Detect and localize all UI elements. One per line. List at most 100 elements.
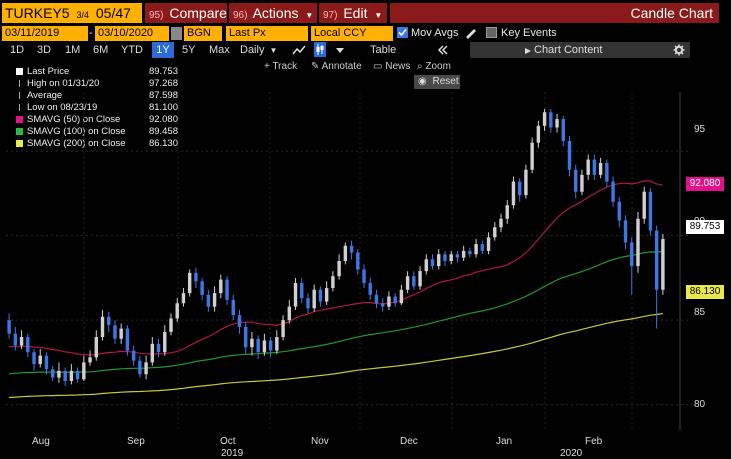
- legend-row: SMAVG (100) on Close 89.458: [14, 126, 178, 137]
- calendar-icon[interactable]: [171, 27, 182, 40]
- legend-value: 87.598: [148, 90, 178, 101]
- candle-body: [430, 259, 435, 267]
- legend-label: SMAVG (100) on Close: [27, 126, 126, 137]
- legend-row: Last Price 89.753: [14, 66, 178, 77]
- candle-body: [542, 112, 547, 126]
- dropdown-icon[interactable]: [335, 44, 345, 56]
- candle-body: [468, 250, 472, 255]
- candle-body: [150, 343, 155, 363]
- sma50-line: [9, 180, 664, 356]
- candle-body: [505, 205, 509, 219]
- candle-body: [617, 201, 622, 221]
- annotate-tool[interactable]: ✎ Annotate: [311, 60, 362, 74]
- period-5y[interactable]: 5Y: [182, 44, 196, 56]
- legend-value: 81.100: [148, 102, 178, 113]
- start-date-input[interactable]: 03/11/2019: [2, 26, 88, 41]
- track-tool[interactable]: + Track: [264, 60, 297, 74]
- compare-button[interactable]: 95) Compare: [145, 3, 227, 23]
- edit-button[interactable]: 97) Edit ▼: [319, 3, 387, 23]
- candle-body: [181, 293, 186, 304]
- check-icon: [398, 28, 407, 37]
- candle-body: [493, 227, 497, 238]
- legend-value: 89.753: [148, 66, 178, 77]
- mov-avgs-label: Mov Avgs: [411, 27, 459, 39]
- pencil-icon[interactable]: [464, 27, 478, 39]
- currency-select[interactable]: Local CCY: [311, 26, 393, 41]
- candle-body: [387, 296, 391, 307]
- candle-body: [300, 282, 304, 299]
- chevron-down-icon: ▼: [269, 46, 278, 55]
- candle-body: [231, 299, 235, 316]
- legend-swatch: [19, 104, 20, 111]
- candle-body: [256, 338, 260, 353]
- price-field-select[interactable]: Last Px: [226, 26, 308, 41]
- period-max[interactable]: Max: [209, 44, 230, 56]
- ticker-maturity: 05/47: [95, 5, 131, 21]
- candle-body: [26, 337, 30, 353]
- reset-button[interactable]: ◉ Reset: [414, 75, 460, 89]
- candle-body: [586, 159, 590, 175]
- compare-number: 95): [149, 10, 164, 21]
- candle-body: [13, 333, 18, 346]
- candle-body: [63, 370, 67, 381]
- line-chart-icon[interactable]: [292, 44, 306, 56]
- candle-body: [399, 289, 404, 304]
- x-tick-label: Jan: [496, 436, 513, 447]
- end-date-input[interactable]: 03/10/2020: [95, 26, 169, 41]
- key-events-label: Key Events: [501, 27, 557, 39]
- candle-body: [281, 320, 285, 338]
- candle-chart-icon[interactable]: [314, 42, 326, 57]
- candle-body: [636, 218, 640, 267]
- sma200-price-tag: 86.130: [686, 285, 724, 299]
- candle-body: [187, 272, 192, 294]
- candle-body: [324, 288, 329, 302]
- candle-body: [374, 294, 379, 304]
- candle-body: [38, 355, 42, 365]
- candle-body: [200, 281, 204, 295]
- period-ytd[interactable]: YTD: [121, 44, 143, 56]
- candle-body: [343, 245, 348, 261]
- candle-body: [555, 119, 559, 128]
- period-1m[interactable]: 1M: [65, 44, 81, 56]
- candle-body: [237, 315, 242, 327]
- period-1y[interactable]: 1Y: [152, 42, 174, 58]
- ticker-field[interactable]: TURKEY5 3/4 05/47: [2, 3, 142, 23]
- candle-body: [580, 174, 584, 192]
- candle-body: [517, 181, 522, 196]
- period-3d[interactable]: 3D: [37, 44, 52, 56]
- candle-body: [163, 331, 167, 353]
- gear-icon[interactable]: [673, 44, 685, 56]
- legend-label: SMAVG (200) on Close: [27, 138, 126, 149]
- actions-button[interactable]: 96) Actions ▼: [229, 3, 317, 23]
- candle-body: [356, 252, 360, 270]
- date-separator: -: [89, 27, 93, 39]
- source-input[interactable]: BGN: [184, 26, 222, 41]
- chevron-down-icon: ▼: [305, 11, 314, 20]
- candle-body: [349, 245, 354, 253]
- candle-body: [611, 181, 615, 202]
- period-1d[interactable]: 1D: [10, 44, 25, 56]
- price-chart[interactable]: [0, 92, 690, 432]
- period-6m[interactable]: 6M: [93, 44, 109, 56]
- candle-body: [212, 293, 217, 307]
- y-tick-label: 85: [694, 307, 706, 318]
- mov-avgs-checkbox[interactable]: [397, 27, 408, 38]
- legend-label: Last Price: [27, 66, 70, 77]
- legend-label: SMAVG (50) on Close: [27, 114, 121, 125]
- table-button[interactable]: Table: [370, 44, 397, 56]
- crosshair-icon: +: [264, 61, 273, 72]
- collapse-icon[interactable]: [437, 44, 449, 56]
- candle-body: [418, 271, 422, 287]
- compare-label: Compare: [169, 5, 227, 21]
- candle-body: [642, 191, 646, 219]
- candle-body: [175, 303, 179, 319]
- news-tool[interactable]: ▭ News: [373, 60, 410, 74]
- frequency-select[interactable]: Daily ▼: [240, 42, 277, 58]
- candle-body: [598, 162, 603, 175]
- last-price-tag: 89.753: [686, 220, 724, 234]
- zoom-tool[interactable]: ⌕ Zoom: [417, 60, 451, 74]
- edit-label: Edit: [343, 5, 368, 21]
- key-events-checkbox[interactable]: [486, 27, 497, 38]
- chevron-down-icon: ▼: [374, 11, 383, 20]
- candle-body: [131, 350, 136, 361]
